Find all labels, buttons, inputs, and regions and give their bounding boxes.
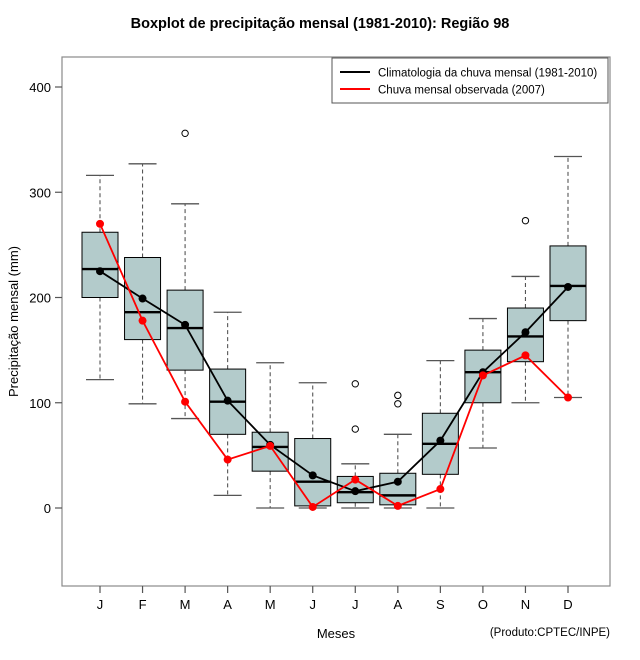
x-axis-tick-label: O [478, 597, 488, 612]
series-point [393, 501, 402, 510]
page-title: Boxplot de precipitação mensal (1981-201… [130, 16, 510, 32]
x-axis-tick-label: A [223, 597, 232, 612]
legend-label: Climatologia da chuva mensal (1981-2010) [378, 68, 597, 80]
y-axis-tick-label: 100 [29, 396, 51, 411]
x-axis-tick-label: D [563, 597, 572, 612]
series-point [308, 471, 317, 480]
boxplot-box [464, 317, 502, 449]
series-point [96, 267, 104, 276]
x-axis-tick-label: M [180, 597, 191, 612]
series-point [308, 502, 317, 511]
outlier-point [521, 216, 530, 225]
series-point [436, 436, 445, 445]
legend-box [331, 57, 609, 104]
series-point [138, 316, 147, 325]
credit-label: (Produto:CPTEC/INPE) [490, 627, 610, 639]
y-axis-tick-label: 300 [29, 185, 51, 200]
x-axis-tick-label: A [393, 597, 402, 612]
series-point [521, 351, 530, 360]
boxplot-box [166, 129, 204, 420]
series-point [351, 475, 360, 484]
x-axis-tick-label: N [521, 597, 530, 612]
boxplot-box [251, 362, 289, 509]
series-point [393, 477, 402, 486]
y-axis-tick-label: 200 [29, 291, 51, 306]
y-axis-tick-label: 0 [44, 501, 51, 516]
x-axis-tick-label: J [352, 597, 359, 612]
boxplot-box [379, 391, 417, 509]
boxplot-box [124, 163, 162, 405]
x-axis-title: Meses [317, 626, 356, 641]
series-point [181, 397, 190, 406]
series-point [181, 320, 190, 329]
outlier-point [351, 425, 359, 433]
legend-label: Chuva mensal observada (2007) [378, 85, 545, 97]
box-rect [81, 231, 119, 298]
series-point [564, 282, 572, 291]
x-axis-tick-label: J [309, 597, 316, 612]
series-point [138, 294, 147, 303]
x-axis-tick-label: M [265, 597, 276, 612]
series-line-climatologia [99, 270, 569, 493]
series-point [96, 219, 104, 228]
boxplot-box [81, 174, 119, 381]
series-line-observada [99, 223, 569, 509]
x-axis-tick-label: S [436, 597, 445, 612]
outlier-point [394, 400, 402, 408]
outlier-point [394, 391, 402, 400]
series-point [351, 487, 360, 496]
series-point [266, 441, 275, 450]
x-axis-tick-label: J [97, 597, 104, 612]
y-axis-tick-label: 400 [29, 80, 51, 95]
boxplot-box [506, 216, 544, 404]
series-point [478, 371, 487, 380]
series-point [223, 396, 232, 405]
box-rect [166, 289, 204, 371]
boxplot-box [549, 155, 587, 399]
outlier-point [181, 129, 189, 138]
outlier-point [351, 380, 359, 388]
plot-frame [61, 56, 611, 587]
series-point [223, 455, 232, 464]
series-point [521, 328, 530, 337]
series-point [564, 393, 572, 402]
x-axis-tick-label: F [139, 597, 147, 612]
y-axis-title: Precipitação mensal (mm) [6, 246, 21, 397]
series-point [436, 485, 445, 494]
